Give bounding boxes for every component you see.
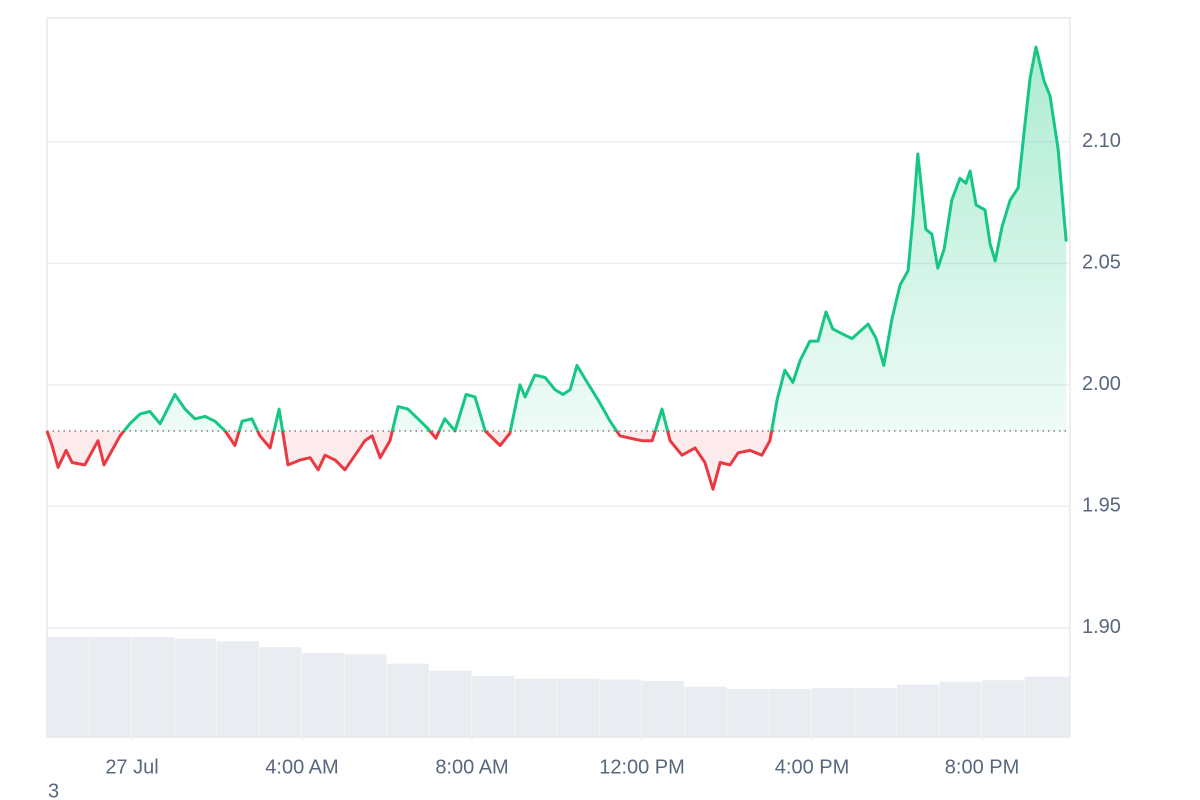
volume-bar bbox=[982, 680, 1025, 737]
note-label: 3 bbox=[48, 780, 59, 800]
volume-bar bbox=[344, 654, 387, 737]
price-line-below bbox=[45, 430, 774, 491]
volume-bar bbox=[217, 641, 260, 737]
y-tick-label: 1.90 bbox=[1082, 616, 1121, 638]
x-tick-label: 4:00 AM bbox=[265, 756, 338, 778]
grid bbox=[47, 141, 1070, 629]
volume-bar bbox=[429, 670, 472, 737]
x-tick-label: 27 Jul bbox=[105, 756, 158, 778]
volume-bar bbox=[132, 637, 175, 737]
volume-bar bbox=[599, 679, 642, 737]
y-tick-label: 2.00 bbox=[1082, 373, 1121, 395]
volume bbox=[47, 637, 1070, 737]
x-tick-label: 8:00 PM bbox=[945, 756, 1019, 778]
volume-bar bbox=[854, 688, 897, 737]
area-above bbox=[47, 47, 1067, 431]
price-line bbox=[46, 45, 1068, 431]
volume-bar bbox=[89, 637, 132, 737]
plot-frame bbox=[46, 17, 1071, 738]
volume-bar bbox=[642, 680, 685, 737]
volume-bar bbox=[1024, 676, 1070, 737]
volume-bar bbox=[174, 638, 217, 737]
volume-bar bbox=[684, 686, 727, 737]
x-tick-label: 4:00 PM bbox=[775, 756, 849, 778]
x-tick-label: 8:00 AM bbox=[435, 756, 508, 778]
x-tick-label: 12:00 PM bbox=[599, 756, 685, 778]
volume-bar bbox=[387, 663, 430, 737]
y-tick-label: 1.95 bbox=[1082, 495, 1121, 517]
y-tick-label: 2.05 bbox=[1082, 252, 1121, 274]
volume-bar bbox=[514, 678, 557, 737]
volume-bar bbox=[939, 681, 982, 737]
volume-bar bbox=[897, 684, 940, 737]
volume-bar bbox=[302, 652, 345, 737]
volume-bar bbox=[557, 678, 600, 737]
volume-bar bbox=[259, 647, 302, 737]
volume-bar bbox=[727, 688, 770, 737]
volume-bar bbox=[472, 675, 515, 737]
y-tick-label: 2.10 bbox=[1082, 130, 1121, 152]
volume-bar bbox=[812, 688, 855, 737]
volume-bar bbox=[47, 637, 90, 737]
volume-bar bbox=[769, 688, 812, 737]
